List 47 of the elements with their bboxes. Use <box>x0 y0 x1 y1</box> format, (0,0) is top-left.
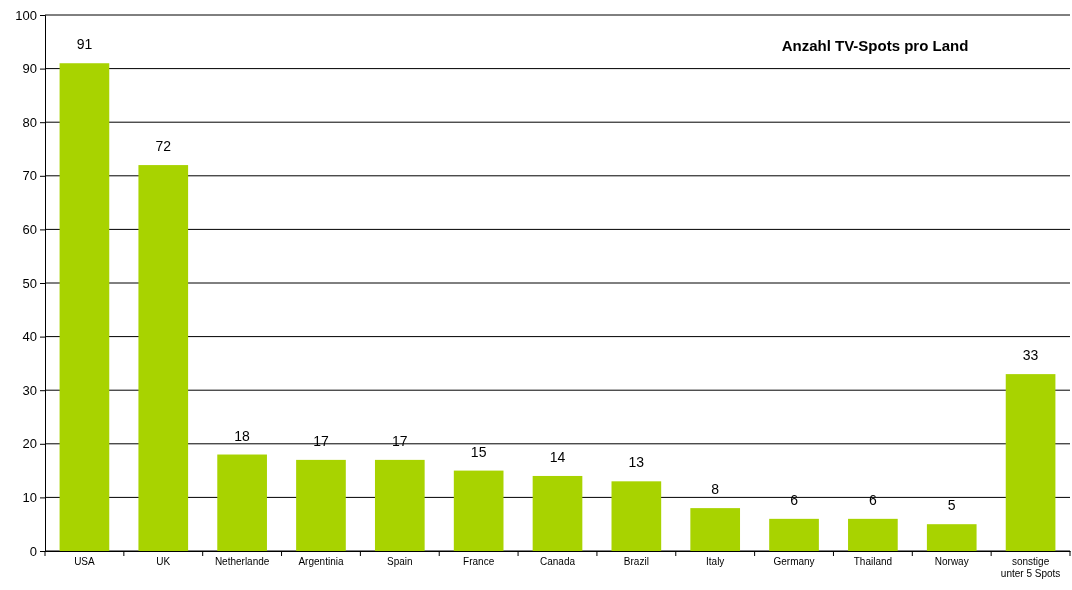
bar <box>926 524 977 551</box>
x-tick-label: France <box>463 556 495 567</box>
x-tick-label: Italy <box>706 556 725 567</box>
x-tick-label: Canada <box>539 556 576 567</box>
y-tick-label: 70 <box>22 168 37 184</box>
y-tick-label: 10 <box>22 490 37 506</box>
bar <box>217 454 267 551</box>
data-label: 15 <box>470 443 487 460</box>
bar <box>453 470 504 551</box>
bar <box>769 518 819 551</box>
x-tick-label: Germany <box>773 556 815 567</box>
bar <box>690 508 741 551</box>
bar <box>138 165 189 551</box>
data-label: 8 <box>711 481 720 498</box>
y-tick-label: 50 <box>22 275 37 291</box>
bar <box>59 63 110 551</box>
y-tick-label: 20 <box>22 436 37 452</box>
x-tick-label: Brazil <box>623 556 649 567</box>
y-tick-label: 60 <box>22 222 37 238</box>
x-tick-label: Spain <box>387 556 413 567</box>
y-tick-label: 30 <box>22 382 37 398</box>
y-tick-label: 100 <box>15 7 37 23</box>
x-tick-label: Netherlande <box>214 556 270 567</box>
y-tick-label: 40 <box>22 329 37 345</box>
y-tick-label: 90 <box>22 61 37 77</box>
data-label: 13 <box>628 454 645 471</box>
text: Anzahl TV-Spots pro Land <box>781 37 969 54</box>
bar <box>611 481 662 551</box>
data-label: 91 <box>76 36 93 53</box>
data-label: 18 <box>234 427 251 444</box>
data-label: 5 <box>947 497 956 514</box>
bar <box>296 459 346 551</box>
bar <box>1005 374 1056 551</box>
x-tick-label: sonstige unter 5 Spots <box>1000 556 1061 579</box>
bar <box>374 459 425 551</box>
x-tick-label: Argentinia <box>298 556 344 567</box>
data-label: 14 <box>549 448 566 465</box>
data-label: 33 <box>1022 347 1039 364</box>
x-tick-label: Thailand <box>853 556 893 567</box>
x-tick-label: USA <box>74 556 96 567</box>
x-tick-label: Norway <box>934 556 969 567</box>
data-label: 72 <box>155 138 172 155</box>
y-tick-label: 0 <box>29 543 37 559</box>
bar <box>848 518 898 551</box>
y-tick-label: 80 <box>22 114 37 130</box>
x-tick-label: UK <box>156 556 171 567</box>
bar <box>532 475 583 551</box>
